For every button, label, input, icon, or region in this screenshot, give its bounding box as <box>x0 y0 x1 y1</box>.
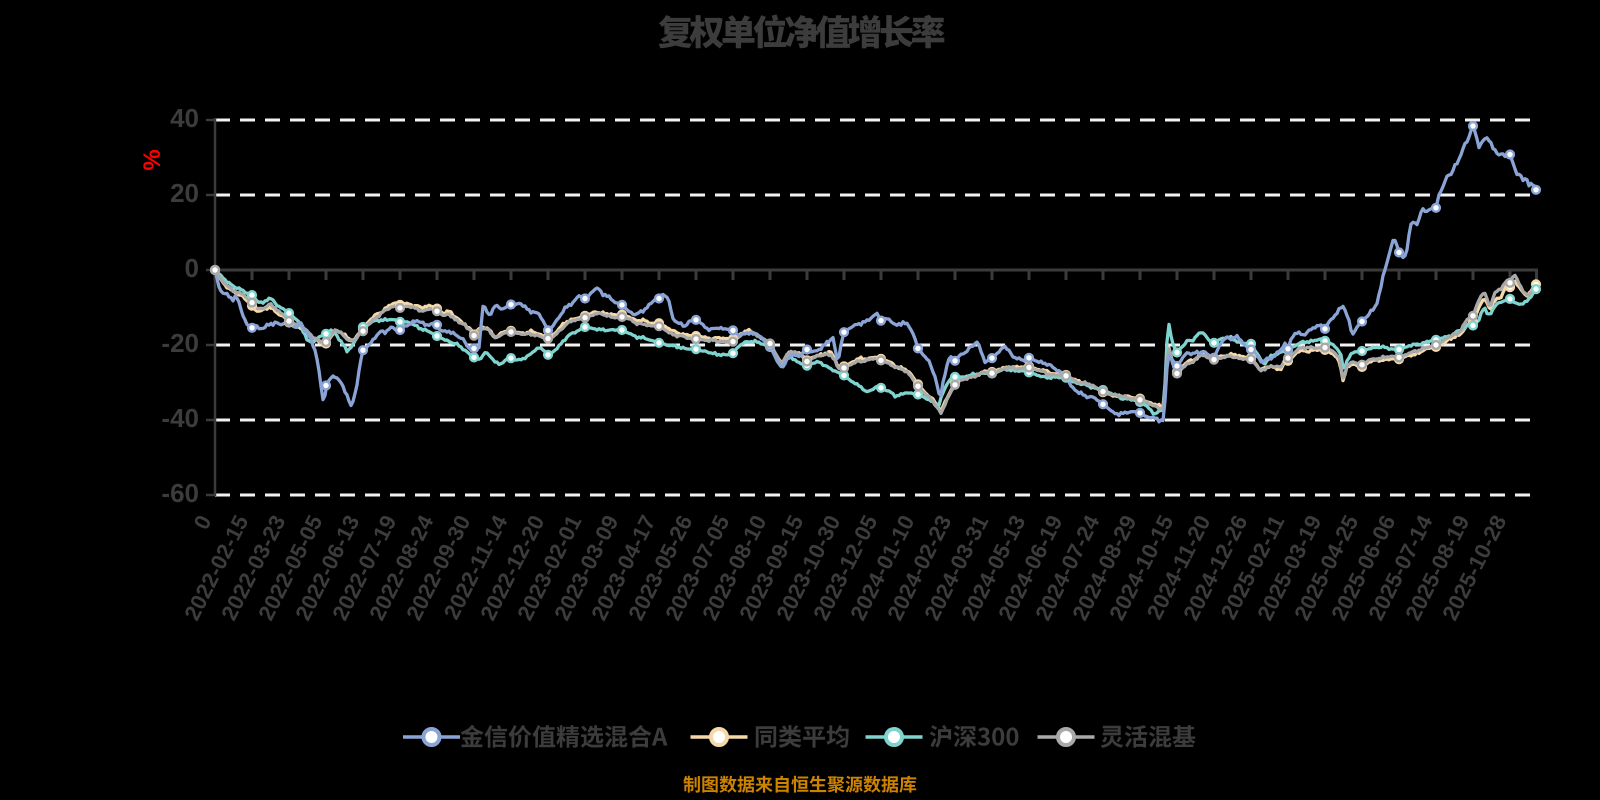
svg-text:0: 0 <box>185 253 199 283</box>
svg-text:40: 40 <box>170 103 199 133</box>
svg-text:-60: -60 <box>161 478 199 508</box>
svg-text:-20: -20 <box>161 328 199 358</box>
svg-text:-40: -40 <box>161 403 199 433</box>
svg-text:20: 20 <box>170 178 199 208</box>
svg-text:%: % <box>139 149 166 170</box>
